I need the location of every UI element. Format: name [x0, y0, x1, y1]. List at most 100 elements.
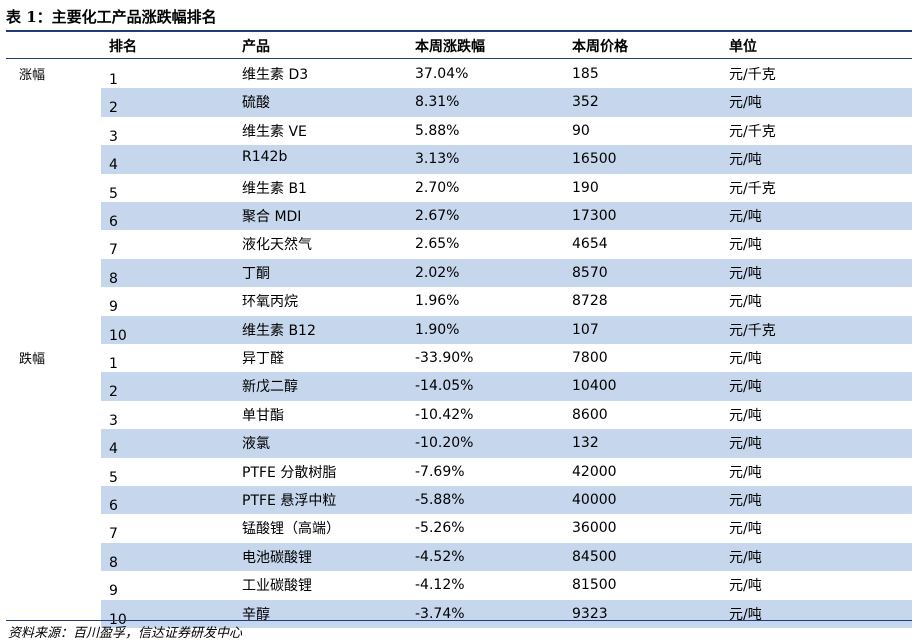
table-row: 3 单甘酯 -10.42% 8600 元/吨 — [6, 401, 912, 429]
row-background — [101, 174, 912, 202]
cell-rank: 1 — [109, 72, 118, 88]
cell-price: 352 — [572, 94, 599, 111]
cell-price: 132 — [572, 435, 599, 452]
cell-product: 电池碳酸锂 — [242, 549, 312, 566]
cell-change: -5.88% — [415, 492, 465, 508]
cell-unit: 元/吨 — [729, 606, 762, 623]
cell-rank: 7 — [109, 242, 118, 259]
cell-change: 2.02% — [415, 264, 460, 281]
cell-change: 37.04% — [415, 66, 469, 82]
table-row: 9 环氧丙烷 1.96% 8728 元/吨 — [6, 287, 912, 315]
row-background — [101, 429, 912, 458]
cell-unit: 元/千克 — [729, 180, 776, 197]
cell-rank: 7 — [109, 526, 118, 543]
cell-rank: 8 — [109, 270, 118, 287]
row-background — [101, 571, 912, 599]
cell-price: 42000 — [572, 463, 617, 480]
cell-product: 工业碳酸锂 — [242, 578, 312, 595]
group-label-losers: 跌幅 — [19, 352, 46, 367]
cell-rank: 2 — [109, 100, 118, 117]
row-background — [101, 117, 912, 145]
header-rank: 排名 — [109, 39, 137, 55]
cell-change: -14.05% — [415, 378, 474, 395]
cell-change: -4.12% — [415, 577, 465, 594]
cell-product: 液氯 — [242, 436, 270, 453]
table-row: 7 液化天然气 2.65% 4654 元/吨 — [6, 230, 912, 258]
row-background — [101, 202, 912, 231]
cell-unit: 元/吨 — [729, 152, 762, 169]
cell-rank: 4 — [109, 157, 118, 174]
cell-unit: 元/吨 — [729, 549, 762, 566]
cell-rank: 9 — [109, 583, 118, 600]
cell-change: 2.70% — [415, 179, 460, 196]
cell-product: PTFE 分散树脂 — [242, 464, 337, 481]
row-background — [101, 88, 912, 117]
cell-rank: 1 — [109, 356, 118, 372]
cell-price: 84500 — [572, 548, 617, 565]
cell-product: 新戊二醇 — [242, 379, 298, 396]
cell-rank: 4 — [109, 441, 118, 458]
table-row: 6 聚合 MDI 2.67% 17300 元/吨 — [6, 202, 912, 231]
cell-price: 90 — [572, 122, 590, 139]
cell-unit: 元/千克 — [729, 123, 776, 140]
cell-price: 190 — [572, 179, 599, 196]
cell-change: -5.26% — [415, 520, 465, 537]
cell-rank: 3 — [109, 412, 118, 429]
cell-change: 5.88% — [415, 122, 460, 139]
table-title: 表 1：主要化工产品涨跌幅排名 — [6, 8, 217, 26]
cell-product: R142b — [242, 149, 288, 166]
cell-product: 环氧丙烷 — [242, 294, 298, 311]
cell-unit: 元/千克 — [729, 322, 776, 339]
cell-unit: 元/吨 — [729, 521, 762, 538]
row-background — [101, 230, 912, 258]
table-row: 7 锰酸锂（高端） -5.26% 36000 元/吨 — [6, 514, 912, 542]
row-background — [101, 372, 912, 401]
cell-price: 107 — [572, 321, 599, 338]
table-row: 8 丁酮 2.02% 8570 元/吨 — [6, 258, 912, 288]
cell-product: 维生素 VE — [242, 123, 307, 140]
row-background — [101, 599, 912, 628]
header-product: 产品 — [242, 39, 270, 55]
cell-unit: 元/千克 — [729, 67, 776, 83]
table-row: 10 辛醇 -3.74% 9323 元/吨 — [6, 599, 912, 628]
cell-price: 17300 — [572, 208, 617, 224]
row-background — [101, 145, 912, 174]
cell-product: 单甘酯 — [242, 407, 284, 424]
source-note: 资料来源：百川盈孚，信达证券研发中心 — [8, 626, 243, 641]
table-row: 8 电池碳酸锂 -4.52% 84500 元/吨 — [6, 542, 912, 572]
row-background — [101, 486, 912, 515]
cell-change: 2.65% — [415, 236, 460, 253]
cell-product: 异丁醛 — [242, 351, 284, 367]
table-row: 4 R142b 3.13% 16500 元/吨 — [6, 145, 912, 174]
cell-change: 1.96% — [415, 293, 460, 310]
cell-rank: 3 — [109, 128, 118, 145]
cell-product: 丁酮 — [242, 265, 270, 282]
table-row: 2 硫酸 8.31% 352 元/吨 — [6, 88, 912, 117]
row-background — [101, 401, 912, 429]
cell-rank: 6 — [109, 498, 118, 514]
cell-rank: 5 — [109, 185, 118, 202]
cell-unit: 元/吨 — [729, 209, 762, 225]
table-row: 1 异丁醛 -33.90% 7800 元/吨 — [6, 344, 912, 372]
table-row: 10 维生素 B12 1.90% 107 元/千克 — [6, 315, 912, 344]
cell-price: 8570 — [572, 264, 608, 281]
row-background — [101, 287, 912, 315]
title-rule — [6, 30, 912, 32]
cell-product: 维生素 D3 — [242, 67, 309, 83]
row-background — [101, 542, 912, 572]
cell-unit: 元/吨 — [729, 464, 762, 481]
cell-price: 7800 — [572, 350, 608, 366]
row-background — [101, 514, 912, 542]
cell-unit: 元/吨 — [729, 578, 762, 595]
cell-change: 2.67% — [415, 208, 460, 224]
cell-rank: 2 — [109, 384, 118, 401]
cell-price: 40000 — [572, 492, 617, 508]
table-header: 排名 产品 本周涨跌幅 本周价格 单位 — [6, 32, 912, 58]
row-background — [101, 258, 912, 288]
cell-product: PTFE 悬浮中粒 — [242, 493, 337, 509]
cell-price: 185 — [572, 66, 599, 82]
row-background — [101, 344, 912, 372]
header-price: 本周价格 — [572, 39, 628, 55]
group-label-gainers: 涨幅 — [19, 68, 46, 83]
cell-product: 硫酸 — [242, 95, 270, 112]
